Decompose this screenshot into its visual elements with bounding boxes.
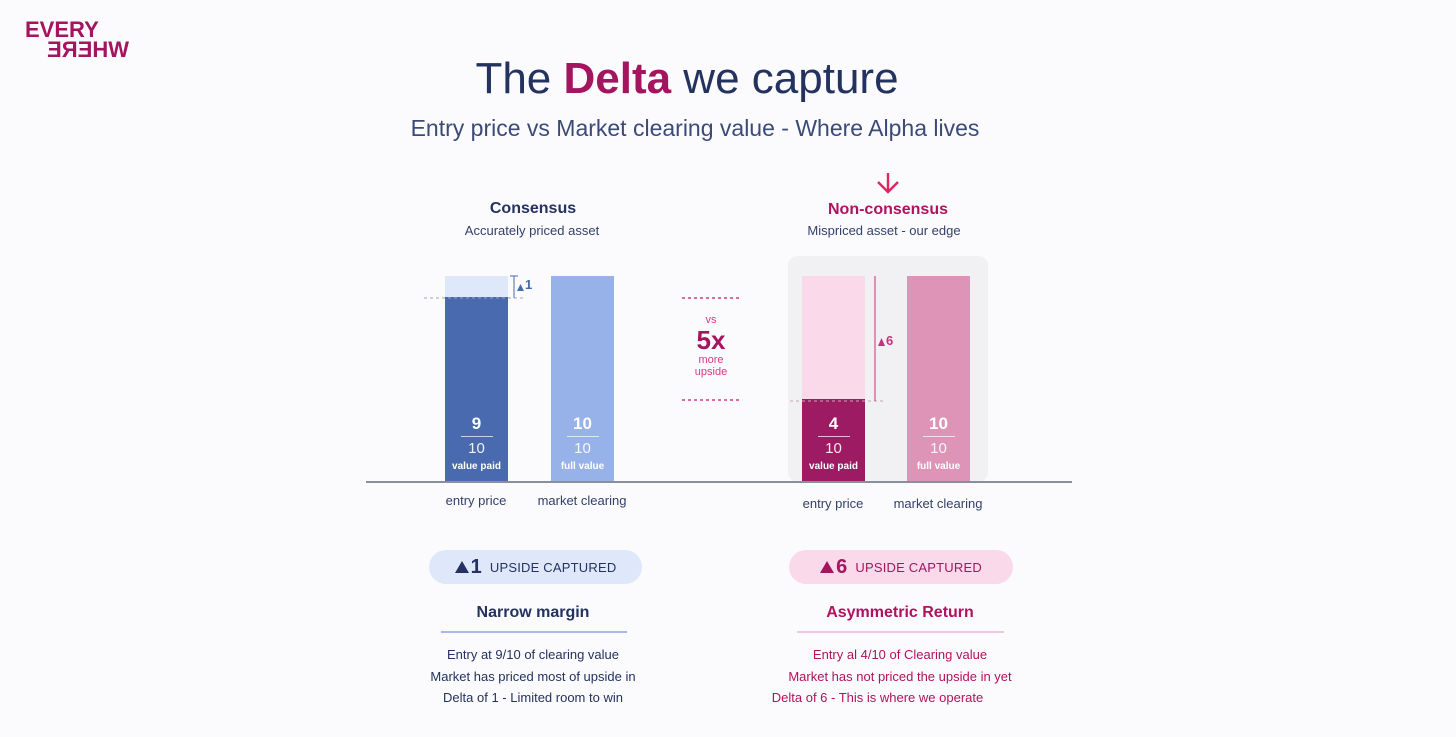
bar-caption: value paid <box>452 461 501 472</box>
nonconsensus-section-heading: Asymmetric Return <box>826 604 974 621</box>
bar-value: 4 <box>828 414 839 433</box>
x-label-consensus-entry: entry price <box>445 493 507 508</box>
nonconsensus-title: Non-consensus <box>827 201 948 218</box>
consensus-note: Market has priced most of upside in <box>430 668 636 684</box>
bar-value: 10 <box>573 414 592 433</box>
arrow-down-icon <box>877 173 899 194</box>
consensus-notes: Entry at 9/10 of clearing value Market h… <box>383 644 683 709</box>
nonconsensus-delta-marker <box>790 276 886 402</box>
nonconsensus-upside-text: UPSIDE CAPTURED <box>855 559 982 575</box>
consensus-subtitle: Accurately priced asset <box>464 223 600 238</box>
nonconsensus-subtitle: Mispriced asset - our edge <box>807 223 961 238</box>
nonconsensus-bar-label: 10 10 full value <box>907 414 970 472</box>
consensus-note: Entry at 9/10 of clearing value <box>447 647 619 662</box>
fraction-rule <box>566 436 599 437</box>
nonconsensus-divider <box>797 631 1004 633</box>
comparison-lines <box>682 297 742 401</box>
consensus-upside-value: 1 <box>470 555 482 578</box>
bar-denominator: 10 <box>825 440 842 457</box>
delta-triangle-icon <box>878 338 885 346</box>
delta-triangle-icon <box>454 561 469 573</box>
consensus-upside-text: UPSIDE CAPTURED <box>489 559 617 575</box>
nonconsensus-notes: Entry al 4/10 of Clearing value Market h… <box>740 644 1060 709</box>
consensus-title: Consensus <box>489 200 577 217</box>
bar-denominator: 10 <box>930 440 947 457</box>
fraction-rule <box>460 436 493 437</box>
bar-value: 9 <box>471 414 482 433</box>
nonconsensus-bar-entry <box>802 399 865 481</box>
bar-value: 10 <box>929 414 948 433</box>
consensus-bar-label: 10 10 full value <box>551 414 614 472</box>
comparison-line2: upside <box>694 366 728 378</box>
bar-caption: full value <box>560 461 605 472</box>
consensus-uncaptured-gap <box>445 276 508 297</box>
nonconsensus-upside-badge: 6 UPSIDE CAPTURED <box>789 550 1013 584</box>
title-prefix: The <box>475 54 564 103</box>
comparison-vs: vs <box>705 314 717 326</box>
comparison-line1: more <box>698 354 724 366</box>
fraction-rule <box>922 436 955 437</box>
consensus-section-heading: Narrow margin <box>476 604 590 621</box>
nonconsensus-upside-value: 6 <box>836 555 848 578</box>
x-label-consensus-clearing: market clearing <box>537 493 627 508</box>
logo-line-1: EVERY <box>25 17 99 42</box>
nonconsensus-bar-label: 4 10 value paid <box>802 414 865 472</box>
page-title: The Delta we capture <box>0 54 1374 104</box>
delta-triangle-icon <box>820 561 835 573</box>
bar-denominator: 10 <box>468 440 485 457</box>
x-label-nonconsensus-clearing: market clearing <box>893 496 983 511</box>
consensus-bar-label: 9 10 value paid <box>445 414 508 472</box>
bar-caption: full value <box>916 461 961 472</box>
nonconsensus-uncaptured-gap <box>802 276 865 399</box>
page-subtitle: Entry price vs Market clearing value - W… <box>410 115 980 141</box>
nonconsensus-note: Entry al 4/10 of Clearing value <box>812 647 988 662</box>
comparison-multiple: 5x <box>696 325 726 355</box>
consensus-upside-badge: 1 UPSIDE CAPTURED <box>429 550 642 584</box>
consensus-divider <box>441 631 627 633</box>
chart-baseline <box>366 481 1072 483</box>
nonconsensus-delta-value: 6 <box>886 333 894 348</box>
title-accent: Delta <box>563 54 672 103</box>
nonconsensus-note: Delta of 6 - This is where we operate <box>771 690 984 705</box>
fraction-rule <box>817 436 850 437</box>
everywhere-logo: EVERY WHERE <box>25 17 129 63</box>
nonconsensus-note: Market has not priced the upside in yet <box>788 668 1012 684</box>
consensus-bar-clearing <box>551 276 614 481</box>
delta-triangle-icon <box>517 284 524 291</box>
x-label-nonconsensus-entry: entry price <box>802 496 864 511</box>
title-suffix: we capture <box>671 54 899 103</box>
bar-denominator: 10 <box>574 440 591 457</box>
consensus-note: Delta of 1 - Limited room to win <box>443 690 623 705</box>
consensus-delta-marker <box>424 275 526 299</box>
comparison-callout: vs 5x more upside <box>681 314 741 378</box>
consensus-bar-entry <box>445 296 508 481</box>
nonconsensus-bar-clearing <box>907 276 970 481</box>
bar-caption: value paid <box>809 461 858 472</box>
consensus-delta-value: 1 <box>525 277 533 292</box>
